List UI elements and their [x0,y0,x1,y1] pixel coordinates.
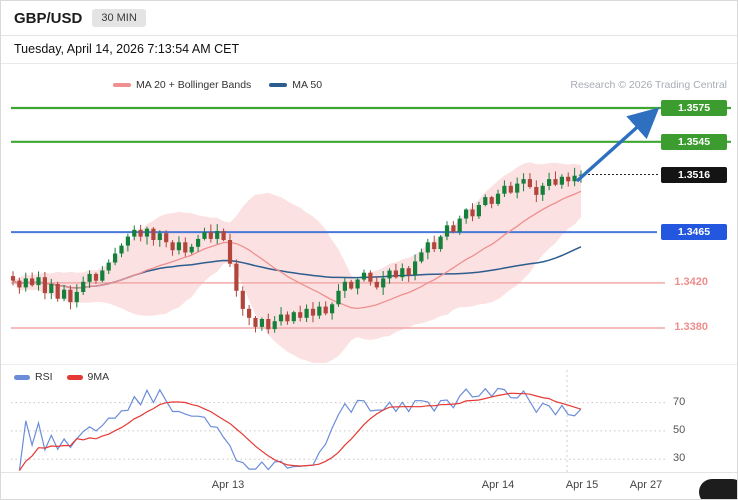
x-axis-label-apr-27: Apr 27 [629,479,663,491]
rsi-line [18,387,582,471]
chart-legend: MA 20 + Bollinger Bands MA 50 [113,79,322,91]
level-label-1.3420: 1.3420 [674,275,708,288]
price-chart-panel: MA 20 + Bollinger Bands MA 50 Research ©… [1,63,737,364]
x-axis-label-apr-14: Apr 14 [481,479,515,491]
rsi-grid-label-30: 30 [673,452,686,465]
rsi-swatch-icon [14,374,30,380]
rsi-panel: RSI 9MA 70 50 30 [1,364,737,473]
time-axis: Apr 13 Apr 14 Apr 15 Apr 27 [1,472,737,499]
level-label-1.3575: 1.3575 [661,99,727,116]
rsi-ma-line [18,392,582,471]
x-axis-label-apr-13: Apr 13 [211,479,245,491]
rsi-ma-swatch-icon [66,374,83,380]
research-credit: Research © 2026 Trading Central [570,79,727,91]
bollinger-band-area [13,162,581,363]
level-label-1.3380: 1.3380 [674,321,708,334]
ma20-bollinger-swatch-icon [113,83,131,87]
legend-rsi: RSI [14,371,53,383]
legend-rsi-ma: 9MA [66,371,110,383]
level-label-1.3465: 1.3465 [661,224,727,241]
rsi-chart-svg [11,370,667,472]
symbol-title: GBP/USD [14,9,83,27]
ma20-line [12,190,582,310]
x-axis-label-apr-15: Apr 15 [565,479,599,491]
ma50-swatch-icon [269,83,288,87]
forecast-arrow [575,107,660,183]
rsi-ma-label: 9MA [87,371,110,383]
legend-ma50: MA 50 [269,79,322,91]
chart-header: GBP/USD 30 MIN [1,1,737,36]
ma50-label: MA 50 [292,79,323,91]
level-label-1.3516: 1.3516 [661,166,727,183]
level-label-1.3545: 1.3545 [661,133,727,150]
chart-datetime: Tuesday, April 14, 2026 7:13:54 AM CET [1,35,737,64]
timeframe-badge: 30 MIN [92,9,146,27]
rsi-grid-label-70: 70 [673,395,686,408]
legend-ma20-bollinger: MA 20 + Bollinger Bands [113,79,251,91]
tc-logo-button[interactable] [699,479,737,499]
ma20-bollinger-label: MA 20 + Bollinger Bands [136,79,252,91]
rsi-grid-label-50: 50 [673,423,686,436]
price-chart-svg [10,106,731,363]
rsi-legend: RSI 9MA [14,371,109,383]
rsi-label: RSI [35,371,53,383]
